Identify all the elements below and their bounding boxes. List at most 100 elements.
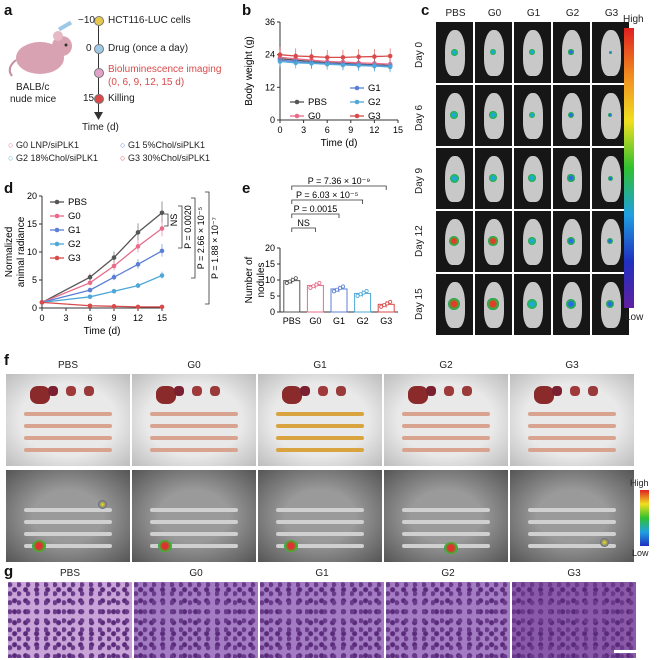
histology-header-G0: G0 [189, 568, 203, 579]
mouse-image [475, 211, 512, 272]
sig-bracket [291, 199, 363, 204]
y-tick-label: 10 [27, 247, 37, 257]
column-header-PBS: PBS [445, 8, 466, 19]
bar-PBS [283, 280, 301, 313]
sig-bracket [178, 205, 183, 249]
legend-g2: ○ G2 18%Chol/siPLK1 [8, 153, 98, 163]
intestine [150, 412, 238, 416]
data-point-G2 [358, 292, 363, 297]
organ [156, 386, 176, 404]
scale-bar [614, 650, 638, 653]
sig-bracket [291, 227, 316, 232]
intestine [402, 436, 490, 440]
series-line-G3 [279, 54, 391, 59]
mouse-image [592, 211, 629, 272]
data-point-G3 [293, 53, 299, 59]
y-tick-label: 24 [265, 50, 275, 60]
dish-header-G0: G0 [187, 360, 201, 371]
tumor-signal [158, 540, 172, 552]
data-point-G3 [372, 54, 377, 59]
tumor-signal [487, 298, 499, 310]
mouse-image [553, 22, 590, 83]
tumor-signal [606, 300, 614, 308]
mouse-label-1: BALB/c [16, 82, 50, 93]
intestine-signal [150, 532, 238, 536]
data-point-PBS [293, 276, 298, 281]
sig-bracket [205, 191, 210, 305]
luminescence-photo [132, 470, 256, 562]
x-axis-title: Time (d) [84, 326, 121, 337]
dot-drug [94, 44, 104, 54]
data-point-G3 [379, 304, 384, 309]
legend-marker [294, 99, 300, 105]
tumor-signal [450, 111, 458, 119]
row-label-Day 12: Day 12 [414, 225, 425, 257]
data-point-PBS [287, 279, 292, 284]
panel-label-b: b [242, 2, 252, 19]
organ [174, 386, 184, 396]
intestine [276, 412, 364, 416]
mouse-image [592, 85, 629, 146]
panel-label-e: e [242, 180, 251, 197]
organ [570, 386, 580, 396]
legend-marker [294, 113, 300, 119]
tumor-signal [98, 500, 107, 509]
intestine-signal [528, 520, 616, 524]
luminescence-photo [258, 470, 382, 562]
intestine-signal [24, 508, 112, 512]
label-killing: Killing [108, 93, 135, 104]
data-point-G2 [293, 60, 299, 66]
organ [408, 386, 428, 404]
legend-label-PBS: PBS [68, 197, 87, 208]
legend-g1: ○ G1 5%Chol/siPLK1 [120, 140, 205, 150]
nodules-chart: 0 5 10 15 20 Number of nodules PBS G0 G1 G2 G3 P = 7… [244, 176, 398, 326]
histology-header-PBS: PBS [59, 568, 80, 579]
dish-header-G3: G3 [565, 360, 579, 371]
dot-cells [94, 16, 104, 26]
organ [336, 386, 346, 396]
data-point-G2 [324, 61, 330, 67]
sig-bracket [191, 197, 196, 279]
histology-header-G1: G1 [315, 568, 329, 579]
tick-0: 0 [86, 43, 92, 54]
organ-dish-grid: PBS G0 G1 G2 G3 High Low [0, 356, 659, 576]
data-point-G3 [159, 304, 165, 310]
legend-marker [54, 241, 60, 247]
data-point-PBS [87, 274, 93, 280]
x-tick-label: 6 [87, 313, 92, 323]
y-axis-title-1: Normalized [4, 227, 15, 278]
y-axis-title-2: animal radiance [16, 216, 27, 287]
data-point-G1 [159, 248, 165, 254]
intestine [24, 412, 112, 416]
intestine-signal [402, 508, 490, 512]
intestine [24, 424, 112, 428]
x-tick-label: G2 [357, 316, 369, 326]
series-line-G3 [41, 301, 162, 308]
y-axis-title-2: nodules [256, 262, 267, 297]
tumor-signal [32, 540, 46, 552]
x-axis-title: Time (d) [321, 138, 358, 149]
y-tick-label: 0 [270, 307, 275, 317]
data-point-G2 [159, 273, 165, 278]
legend-label-G0: G0 [308, 111, 321, 122]
histology-image [8, 582, 132, 658]
organ [300, 386, 310, 396]
tumor-signal [567, 174, 575, 182]
data-point-G2 [135, 283, 141, 288]
x-tick-label: 9 [111, 313, 116, 323]
histology-image [260, 582, 384, 658]
intestine [150, 448, 238, 452]
data-point-G3 [277, 52, 283, 57]
legend-label-G2: G2 [68, 239, 81, 250]
intestine-signal [276, 520, 364, 524]
data-point-G0 [317, 281, 322, 286]
tumor-signal [488, 236, 498, 246]
mouse-image [514, 148, 551, 209]
intestine-signal [24, 544, 112, 548]
organ [426, 386, 436, 396]
timeline-axis [98, 18, 99, 114]
mouse-image [475, 85, 512, 146]
scale-low-label: Low [625, 312, 644, 323]
sig-label: P = 2.66 × 10⁻⁵ [196, 207, 206, 270]
mouse-image [553, 274, 590, 335]
